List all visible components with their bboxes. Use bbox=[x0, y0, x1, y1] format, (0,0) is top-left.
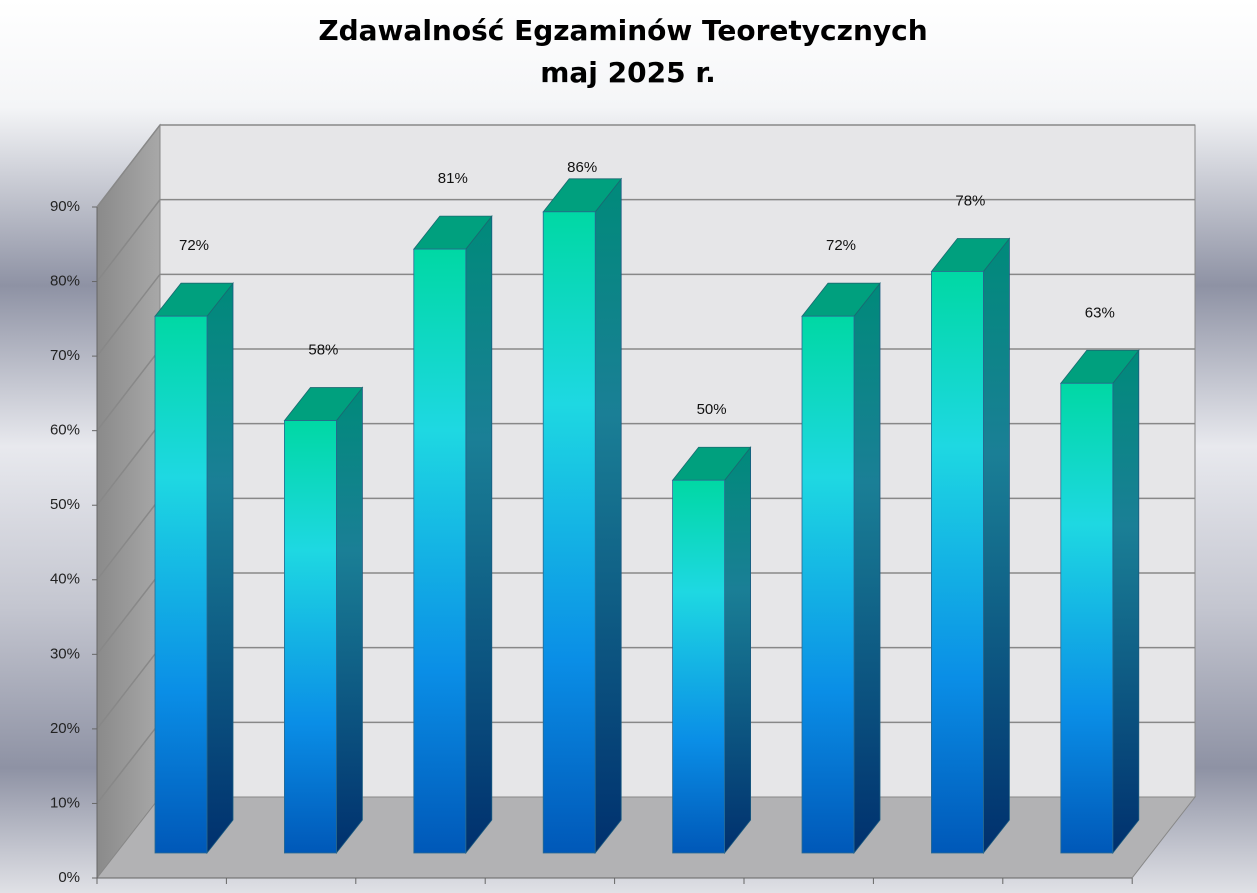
y-tick-label: 50% bbox=[50, 496, 80, 513]
data-label: 50% bbox=[697, 401, 727, 418]
bar-side bbox=[335, 386, 363, 855]
y-tick-label: 0% bbox=[58, 869, 80, 886]
chart-title: Zdawalność Egzaminów Teoretycznych bbox=[318, 14, 927, 47]
bar bbox=[154, 282, 234, 855]
grid-line bbox=[96, 124, 1195, 208]
grid-line bbox=[96, 273, 1195, 357]
bar-side bbox=[983, 237, 1010, 855]
x-ticks bbox=[96, 878, 1133, 884]
bar-front bbox=[1060, 382, 1114, 854]
bar-side bbox=[465, 214, 493, 855]
bar-front bbox=[672, 479, 725, 854]
bar bbox=[671, 446, 752, 855]
floor bbox=[95, 796, 1197, 879]
bar bbox=[1059, 349, 1140, 855]
data-label: 58% bbox=[308, 342, 338, 359]
bar bbox=[801, 282, 881, 855]
bar-side bbox=[853, 282, 881, 855]
data-label: 86% bbox=[567, 159, 597, 176]
bar bbox=[283, 386, 364, 855]
bar-side bbox=[206, 282, 234, 855]
data-label: 78% bbox=[955, 192, 985, 209]
y-tick-label: 60% bbox=[50, 422, 80, 439]
bar-front bbox=[931, 271, 984, 854]
bar-front bbox=[154, 315, 208, 854]
bar-front bbox=[283, 420, 337, 854]
y-tick-label: 80% bbox=[50, 273, 80, 290]
bar-side bbox=[1112, 349, 1140, 855]
bar-front bbox=[413, 248, 467, 854]
bar-front bbox=[801, 315, 855, 854]
bar-side bbox=[594, 177, 622, 855]
y-tick-label: 10% bbox=[50, 794, 80, 811]
bar bbox=[412, 214, 493, 855]
bar-side bbox=[724, 446, 751, 855]
bar-front bbox=[542, 211, 596, 854]
y-tick-label: 40% bbox=[50, 571, 80, 588]
chart-subtitle: maj 2025 r. bbox=[540, 56, 716, 89]
data-label: 72% bbox=[826, 237, 856, 254]
y-tick-label: 30% bbox=[50, 645, 80, 662]
data-label: 63% bbox=[1085, 304, 1115, 321]
y-tick-label: 70% bbox=[50, 347, 80, 364]
side-wall bbox=[96, 123, 161, 880]
data-label: 72% bbox=[179, 237, 209, 254]
bar bbox=[930, 237, 1011, 855]
y-tick-label: 90% bbox=[50, 198, 80, 215]
data-label: 81% bbox=[438, 170, 468, 187]
y-tick-label: 20% bbox=[50, 720, 80, 737]
bar bbox=[542, 177, 623, 855]
grid-line bbox=[96, 198, 1195, 283]
bars: 72% 58% 81% 86% 50% 72% 78% 63% bbox=[154, 159, 1140, 855]
